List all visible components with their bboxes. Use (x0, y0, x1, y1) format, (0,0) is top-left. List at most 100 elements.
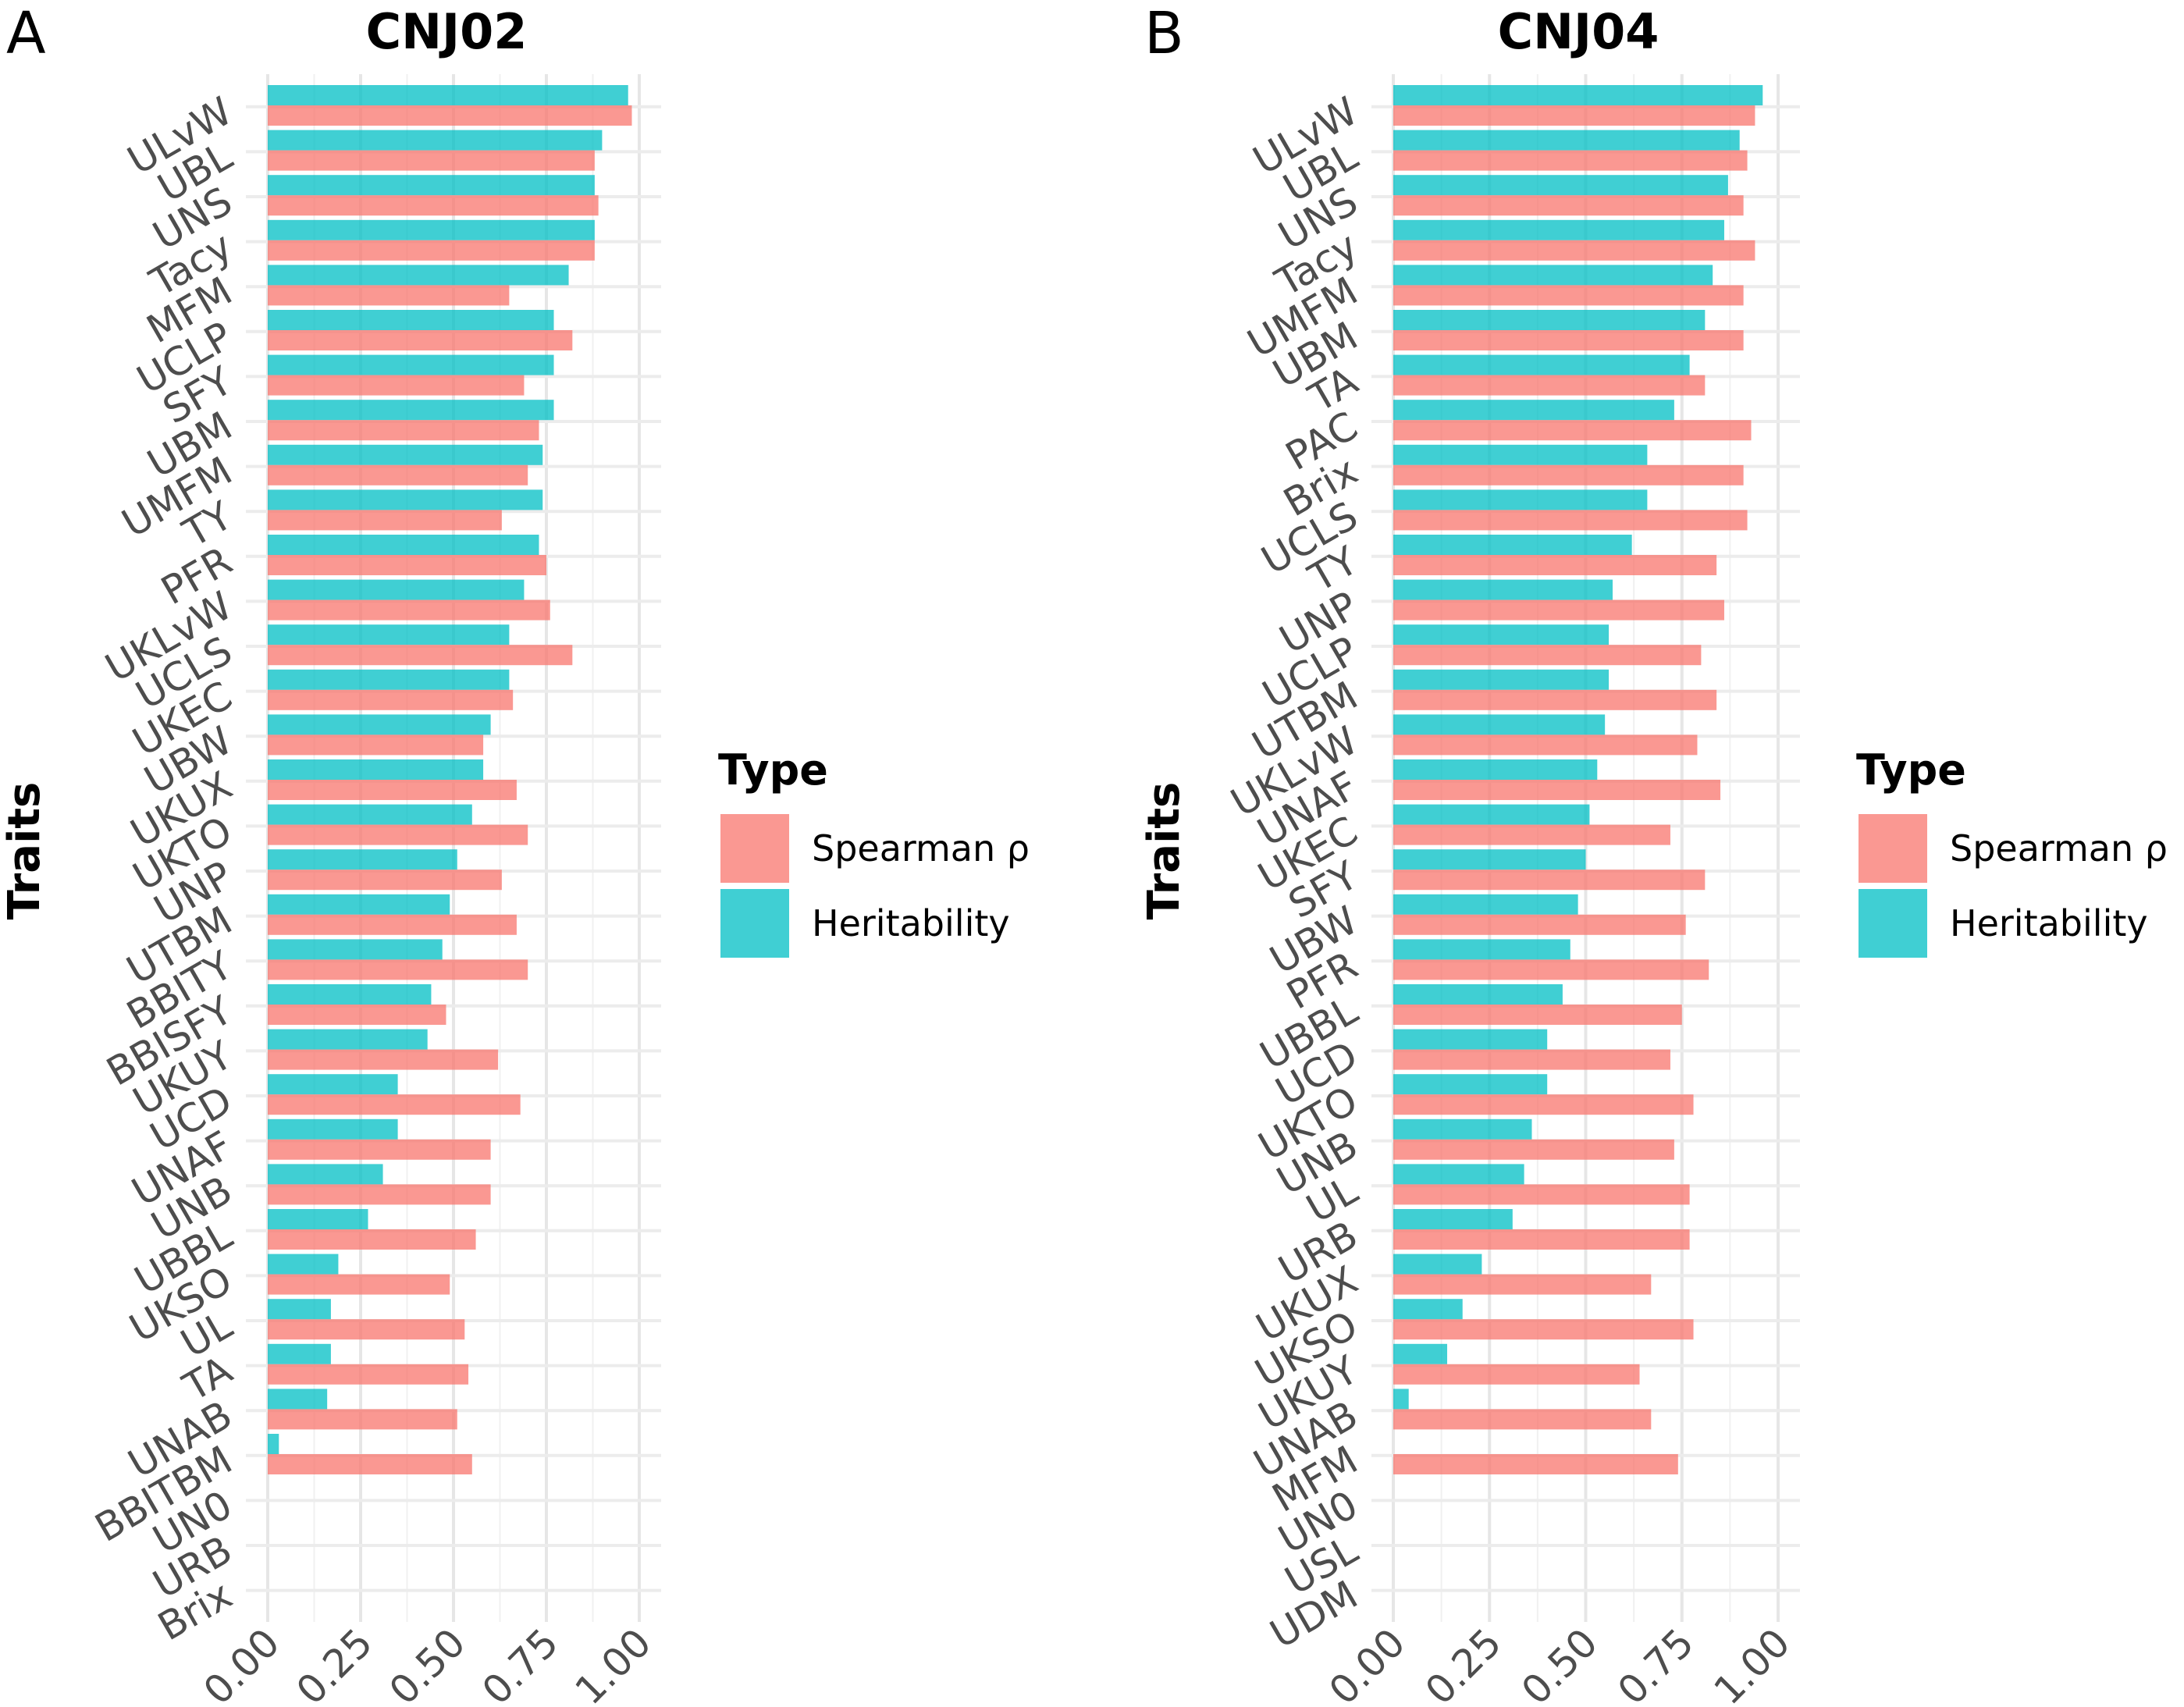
panel-a-bar-spearman (268, 689, 514, 710)
legend-key-spearman (720, 814, 789, 883)
panel-a-bar-spearman (268, 464, 528, 485)
panel-b-bar-heritability (1393, 535, 1632, 555)
panel-a-bar-spearman (268, 734, 484, 756)
panel-a-bar-spearman (268, 1229, 476, 1250)
panel-a-bar-heritability (268, 804, 472, 825)
panel-a-bar-heritability (268, 624, 510, 645)
panel-b-bar-heritability (1393, 894, 1578, 915)
panel-b-bar-spearman (1393, 150, 1748, 171)
panel-b-tag: B (1144, 0, 1184, 67)
panel-b-bar-spearman (1393, 780, 1721, 800)
panel-a-bar-heritability (268, 759, 484, 780)
panel-a-bar-spearman (268, 510, 502, 531)
panel-b-bar-heritability (1393, 175, 1728, 196)
panel-a-bar-heritability (268, 175, 595, 196)
panel-a-bar-spearman (268, 1005, 446, 1025)
panel-b-bar-spearman (1393, 420, 1752, 441)
panel-a-bar-spearman (268, 870, 502, 891)
panel-b: ULvWUBLUNSTacyUMFMUBMTAPACBrixUCLSTYUNPU… (1139, 0, 2168, 1707)
panel-a-legend: Type Spearman ρ Heritability (718, 745, 1030, 958)
panel-a-bar-heritability (268, 579, 525, 600)
panel-a-bar-spearman (268, 645, 573, 666)
panel-b-bar-heritability (1393, 1343, 1448, 1364)
panel-a-bar-spearman (268, 285, 510, 306)
panel-a-bar-spearman (268, 1409, 457, 1430)
panel-b-bar-heritability (1393, 310, 1706, 330)
panel-b-y-axis-label: Traits (1139, 782, 1190, 920)
panel-a-bar-spearman (268, 150, 595, 171)
panel-b-bar-heritability (1393, 1209, 1513, 1229)
panel-a-bar-spearman (268, 780, 517, 800)
panel-a-bar-spearman (268, 1364, 469, 1385)
panel-b-bar-spearman (1393, 1229, 1690, 1250)
panel-b-title: CNJ04 (1498, 3, 1659, 60)
panel-b-bar-spearman (1393, 1454, 1678, 1474)
panel-b-bar-heritability (1393, 219, 1724, 240)
panel-a-bar-heritability (268, 1209, 368, 1229)
panel-b-bar-heritability (1393, 579, 1613, 600)
panel-b-bar-spearman (1393, 240, 1755, 261)
panel-a: ULvWUBLUNSTacyMFMUCLPSFYUBMUMFMTYPFRUKLv… (0, 0, 1030, 1707)
panel-a-bar-spearman (268, 959, 528, 980)
panel-a-bar-heritability (268, 535, 539, 555)
panel-b-bar-spearman (1393, 645, 1702, 666)
panel-a-bar-spearman (268, 1184, 491, 1205)
panel-b-bar-heritability (1393, 400, 1674, 421)
panel-b-bar-spearman (1393, 510, 1748, 531)
panel-a-bar-spearman (268, 555, 546, 575)
panel-b-x-tick-label: 0.00 (1321, 1620, 1414, 1707)
legend-label: Spearman ρ (812, 827, 1030, 870)
panel-b-bar-heritability (1393, 1299, 1463, 1320)
panel-a-bar-heritability (268, 1029, 428, 1050)
panel-b-bar-heritability (1393, 1389, 1409, 1410)
panel-a-bar-heritability (268, 669, 510, 690)
panel-a-x-tick-label: 0.00 (195, 1620, 289, 1707)
legend-label: Heritability (812, 902, 1010, 944)
panel-a-tag: A (6, 0, 46, 67)
panel-b-x-tick-label: 0.25 (1417, 1620, 1510, 1707)
panel-b-bar-heritability (1393, 1029, 1548, 1050)
panel-b-bar-heritability (1393, 1118, 1532, 1140)
panel-a-x-tick-label: 0.50 (381, 1620, 475, 1707)
panel-b-bar-spearman (1393, 285, 1744, 306)
panel-a-bar-heritability (268, 354, 554, 375)
legend-key-heritability (720, 889, 789, 958)
panel-a-bar-heritability (268, 310, 554, 330)
panel-b-bar-heritability (1393, 939, 1570, 960)
legend-key-heritability (1859, 889, 1927, 958)
panel-a-bar-heritability (268, 400, 554, 421)
panel-b-bar-spearman (1393, 914, 1686, 935)
panel-a-bar-heritability (268, 1164, 383, 1185)
panel-a-title: CNJ02 (366, 3, 528, 60)
panel-a-bar-heritability (268, 1299, 331, 1320)
panel-b-x-tick-label: 0.75 (1610, 1620, 1703, 1707)
legend-label: Spearman ρ (1950, 827, 2168, 870)
panel-a-bar-heritability (268, 265, 569, 286)
panel-b-bar-spearman (1393, 689, 1717, 710)
panel-a-bar-spearman (268, 195, 599, 216)
panel-a-bar-heritability (268, 849, 457, 870)
panel-b-x-tick-label: 1.00 (1706, 1620, 1799, 1707)
panel-a-bar-heritability (268, 489, 543, 510)
panel-a-bar-heritability (268, 130, 603, 151)
panel-a-bar-spearman (268, 824, 528, 845)
panel-a-bar-heritability (268, 984, 432, 1005)
panel-a-bar-heritability (268, 894, 450, 915)
panel-a-bar-spearman (268, 240, 595, 261)
panel-a-bar-spearman (268, 1454, 472, 1474)
panel-b-bar-spearman (1393, 105, 1755, 126)
panel-b-bar-spearman (1393, 599, 1724, 621)
panel-a-bar-spearman (268, 105, 632, 126)
panel-b-bar-spearman (1393, 1005, 1682, 1025)
panel-b-bar-heritability (1393, 984, 1563, 1005)
panel-b-bar-spearman (1393, 1319, 1694, 1340)
panel-b-bar-heritability (1393, 354, 1690, 375)
panel-a-bar-heritability (268, 939, 443, 960)
panel-a-bar-spearman (268, 1319, 465, 1340)
panel-a-bar-heritability (268, 219, 595, 240)
panel-b-bar-spearman (1393, 1409, 1652, 1430)
panel-b-bar-spearman (1393, 555, 1717, 575)
panel-a-bar-heritability (268, 1074, 398, 1095)
